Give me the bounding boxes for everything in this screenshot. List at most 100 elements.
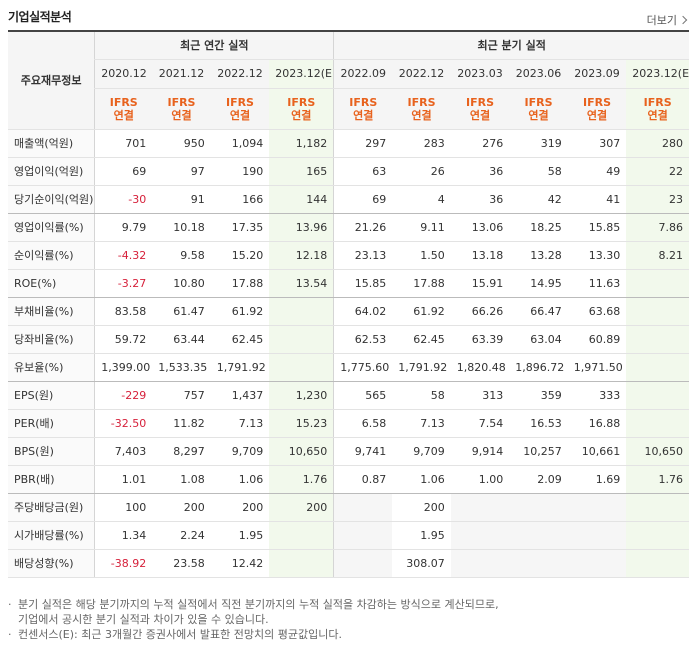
table-row: 당좌비율(%) 59.72 63.44 62.45 62.53 62.45 63.39 63.… xyxy=(8,325,689,354)
table-cell xyxy=(269,353,334,382)
table-cell xyxy=(450,549,510,578)
table-cell: 1,971.50 xyxy=(567,353,627,382)
table-cell: 10.18 xyxy=(152,213,211,242)
row-label: 배당성향(%) xyxy=(8,549,95,578)
period-header-row: 2020.12 2021.12 2022.12 2023.12(E) 2022.09 20… xyxy=(8,59,689,89)
more-link[interactable]: 더보기 xyxy=(647,12,688,28)
table-cell: 11.82 xyxy=(152,409,211,438)
table-cell: 9,914 xyxy=(450,437,510,466)
table-cell: 58 xyxy=(392,381,451,410)
table-cell: -32.50 xyxy=(94,409,153,438)
footnote-1-text-b: 기업에서 공시한 분기 실적과 차이가 있을 수 있습니다. xyxy=(18,613,269,626)
footnote-1b: 기업에서 공시한 분기 실적과 차이가 있을 수 있습니다. xyxy=(8,612,499,627)
table-cell: 307 xyxy=(567,129,627,158)
table-cell: 9,709 xyxy=(210,437,270,466)
table-cell: 4 xyxy=(392,185,451,214)
table-cell: 1.01 xyxy=(94,465,153,494)
table-cell: 1,533.35 xyxy=(152,353,211,382)
period-header: 2023.12(E) xyxy=(269,59,334,89)
table-cell: 0.87 xyxy=(333,465,393,494)
basis-standard: IFRS xyxy=(643,95,672,109)
table-row: ROE(%) -3.27 10.80 17.88 13.54 15.85 17.88 15.9… xyxy=(8,269,689,298)
table-cell: 36 xyxy=(450,157,510,186)
basis-scope: 연결 xyxy=(586,108,608,122)
table-cell: 62.53 xyxy=(333,325,393,354)
table-cell: 8.21 xyxy=(626,241,689,270)
basis-scope: 연결 xyxy=(229,108,251,122)
table-cell: 1.95 xyxy=(210,521,270,550)
table-row: 순이익률(%) -4.32 9.58 15.20 12.18 23.13 1.50 13.18… xyxy=(8,241,689,270)
basis-header: IFRS 연결 xyxy=(333,88,393,130)
basis-scope: 연결 xyxy=(113,108,134,122)
footnote-2-text: 컨센서스(E): 최근 3개월간 증권사에서 발표한 전망치의 평균값입니다. xyxy=(18,628,342,641)
table-cell xyxy=(509,549,568,578)
basis-scope: 연결 xyxy=(647,108,668,122)
table-cell: 190 xyxy=(210,157,270,186)
table-cell xyxy=(509,493,568,522)
table-cell: 200 xyxy=(392,493,451,522)
period-header: 2022.12 xyxy=(210,59,270,89)
basis-standard: IFRS xyxy=(583,95,612,109)
row-label: 영업이익률(%) xyxy=(8,213,95,242)
table-cell: 63.39 xyxy=(450,325,510,354)
row-label: 시가배당률(%) xyxy=(8,521,95,550)
table-cell xyxy=(626,325,689,354)
footnote-1: · 분기 실적은 해당 분기까지의 누적 실적에서 직전 분기까지의 누적 실적을… xyxy=(8,597,499,612)
table-cell: 280 xyxy=(626,129,689,158)
basis-standard: IFRS xyxy=(109,95,138,109)
table-cell: 97 xyxy=(152,157,211,186)
table-cell: 10,257 xyxy=(509,437,568,466)
table-cell: 1.34 xyxy=(94,521,153,550)
period-header: 2022.12 xyxy=(392,59,451,89)
financial-summary-table: 주요재무정보 최근 연간 실적 최근 분기 실적 2020.12 2021.12 2… xyxy=(8,30,689,578)
period-header: 2020.12 xyxy=(94,59,153,89)
table-cell xyxy=(626,409,689,438)
table-cell xyxy=(269,521,334,550)
table-cell: 2.09 xyxy=(509,465,568,494)
table-cell: 9.11 xyxy=(392,213,451,242)
table-cell: 13.96 xyxy=(269,213,334,242)
basis-scope: 연결 xyxy=(171,108,192,122)
table-cell: 63.04 xyxy=(509,325,568,354)
table-cell xyxy=(269,549,334,578)
table-cell xyxy=(626,297,689,326)
table-row: PER(배) -32.50 11.82 7.13 15.23 6.58 7.13 7.54 16… xyxy=(8,409,689,438)
table-cell: 17.35 xyxy=(210,213,270,242)
table-cell: 7.13 xyxy=(392,409,451,438)
corner-label: 주요재무정보 xyxy=(8,31,95,130)
table-cell: 200 xyxy=(152,493,211,522)
period-header: 2023.09 xyxy=(567,59,627,89)
row-label: 당기순이익(억원) xyxy=(8,185,95,214)
row-label: 영업이익(억원) xyxy=(8,157,95,186)
basis-standard: IFRS xyxy=(349,95,378,109)
group-annual-header: 최근 연간 실적 xyxy=(94,31,334,60)
table-cell: 1,820.48 xyxy=(450,353,510,382)
table-cell: 8,297 xyxy=(152,437,211,466)
table-cell: 10,650 xyxy=(269,437,334,466)
table-row: BPS(원) 7,403 8,297 9,709 10,650 9,741 9,709 9,9… xyxy=(8,437,689,466)
table-cell: 17.88 xyxy=(392,269,451,298)
table-cell: 9,709 xyxy=(392,437,451,466)
table-cell: 283 xyxy=(392,129,451,158)
row-label: 주당배당금(원) xyxy=(8,493,95,522)
table-cell xyxy=(567,521,627,550)
table-cell xyxy=(626,521,689,550)
table-cell: 333 xyxy=(567,381,627,410)
table-cell: 15.85 xyxy=(567,213,627,242)
table-cell: 13.18 xyxy=(450,241,510,270)
basis-header: IFRS 연결 xyxy=(269,88,334,130)
table-cell xyxy=(333,521,393,550)
table-cell: 66.26 xyxy=(450,297,510,326)
table-cell: 1.00 xyxy=(450,465,510,494)
row-label: 당좌비율(%) xyxy=(8,325,95,354)
table-cell: 63 xyxy=(333,157,393,186)
table-cell: 1.50 xyxy=(392,241,451,270)
table-cell: 15.85 xyxy=(333,269,393,298)
row-label: PER(배) xyxy=(8,409,95,438)
chevron-right-icon xyxy=(678,15,688,25)
table-cell: 62.45 xyxy=(210,325,270,354)
table-cell: 308.07 xyxy=(392,549,451,578)
table-cell: 42 xyxy=(509,185,568,214)
table-cell: 15.23 xyxy=(269,409,334,438)
table-cell: -38.92 xyxy=(94,549,153,578)
